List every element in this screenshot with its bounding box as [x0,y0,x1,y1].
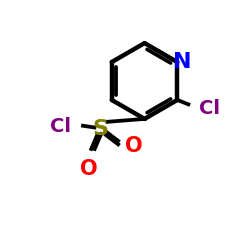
Text: O: O [80,159,97,179]
Text: O: O [125,136,142,156]
Text: S: S [92,119,108,139]
Text: Cl: Cl [199,99,220,118]
Text: N: N [174,52,192,72]
Text: Cl: Cl [50,117,71,136]
